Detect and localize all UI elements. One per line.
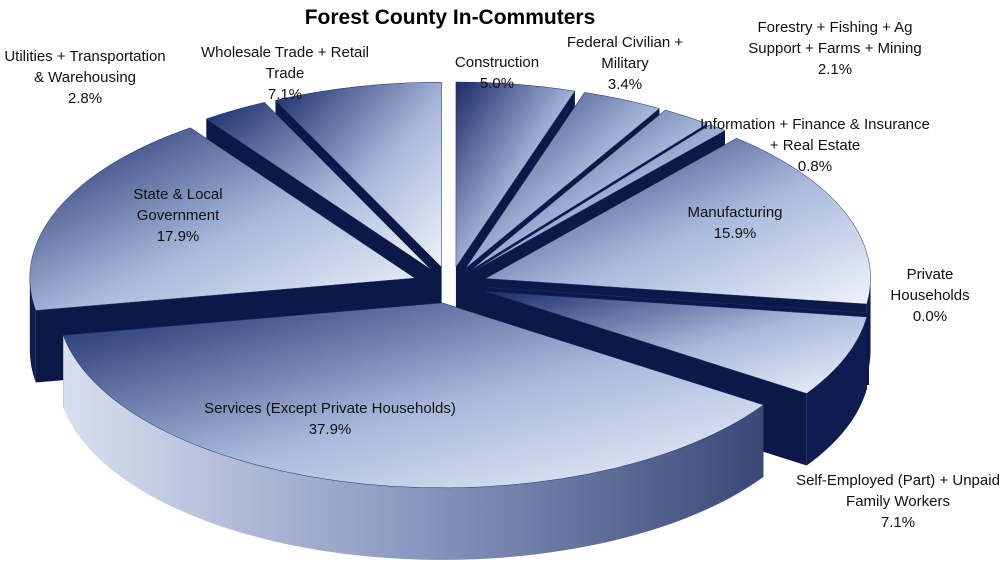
data-label: State & Local Government 17.9% xyxy=(98,184,258,247)
category-label: Wholesale Trade + Retail Trade xyxy=(200,44,369,82)
slice-top xyxy=(205,102,431,270)
value-label: 15.9% xyxy=(713,225,757,242)
data-label: Information + Finance & Insurance + Real… xyxy=(695,114,935,177)
category-label: Construction xyxy=(454,54,540,71)
category-label: Federal Civilian + Military xyxy=(566,34,684,72)
slice-top xyxy=(274,81,442,268)
slice-side xyxy=(63,335,764,560)
data-label: Wholesale Trade + Retail Trade 7.1% xyxy=(195,42,375,105)
slice-top xyxy=(473,124,726,272)
data-label: Utilities + Transportation & Warehousing… xyxy=(0,46,170,109)
value-label: 0.8% xyxy=(797,158,833,175)
slice-top xyxy=(485,291,868,394)
value-label: 7.1% xyxy=(880,514,916,531)
slice-top xyxy=(484,137,871,305)
value-label: 7.1% xyxy=(267,86,303,103)
slice-side xyxy=(29,278,36,383)
slice-side xyxy=(806,316,867,466)
category-label: Self-Employed (Part) + Unpaid Family Wor… xyxy=(796,472,1000,510)
category-label: Manufacturing xyxy=(687,204,783,221)
data-label: Self-Employed (Part) + Unpaid Family Wor… xyxy=(788,470,1005,533)
category-label: Information + Finance & Insurance + Real… xyxy=(700,116,930,154)
value-label: 37.9% xyxy=(308,421,352,438)
data-label: Construction 5.0% xyxy=(437,52,557,94)
chart-title: Forest County In-Commuters xyxy=(304,6,596,29)
slice-top xyxy=(471,109,708,271)
value-label: 2.1% xyxy=(817,61,853,78)
category-label: Services (Except Private Households) xyxy=(204,400,456,417)
category-label: Utilities + Transportation & Warehousing xyxy=(4,48,166,86)
slice-top xyxy=(62,302,764,489)
data-label: Services (Except Private Households) 37.9… xyxy=(190,398,470,440)
data-label: Manufacturing 15.9% xyxy=(650,202,820,244)
value-label: 3.4% xyxy=(607,76,643,93)
category-label: State & Local Government xyxy=(133,186,223,224)
data-label: Private Households 0.0% xyxy=(875,264,985,327)
slice-top xyxy=(29,127,416,311)
value-label: 17.9% xyxy=(156,228,200,245)
slice-top xyxy=(455,81,576,268)
value-label: 0.0% xyxy=(912,308,948,325)
slice xyxy=(62,302,764,560)
category-label: Private Households xyxy=(890,266,970,304)
slice-top xyxy=(487,287,869,314)
slice-top xyxy=(465,92,660,269)
category-label: Forestry + Fishing + Ag Support + Farms … xyxy=(748,19,922,57)
data-label: Forestry + Fishing + Ag Support + Farms … xyxy=(735,17,935,80)
data-label: Federal Civilian + Military 3.4% xyxy=(555,32,695,95)
value-label: 2.8% xyxy=(67,90,103,107)
value-label: 5.0% xyxy=(479,75,515,92)
